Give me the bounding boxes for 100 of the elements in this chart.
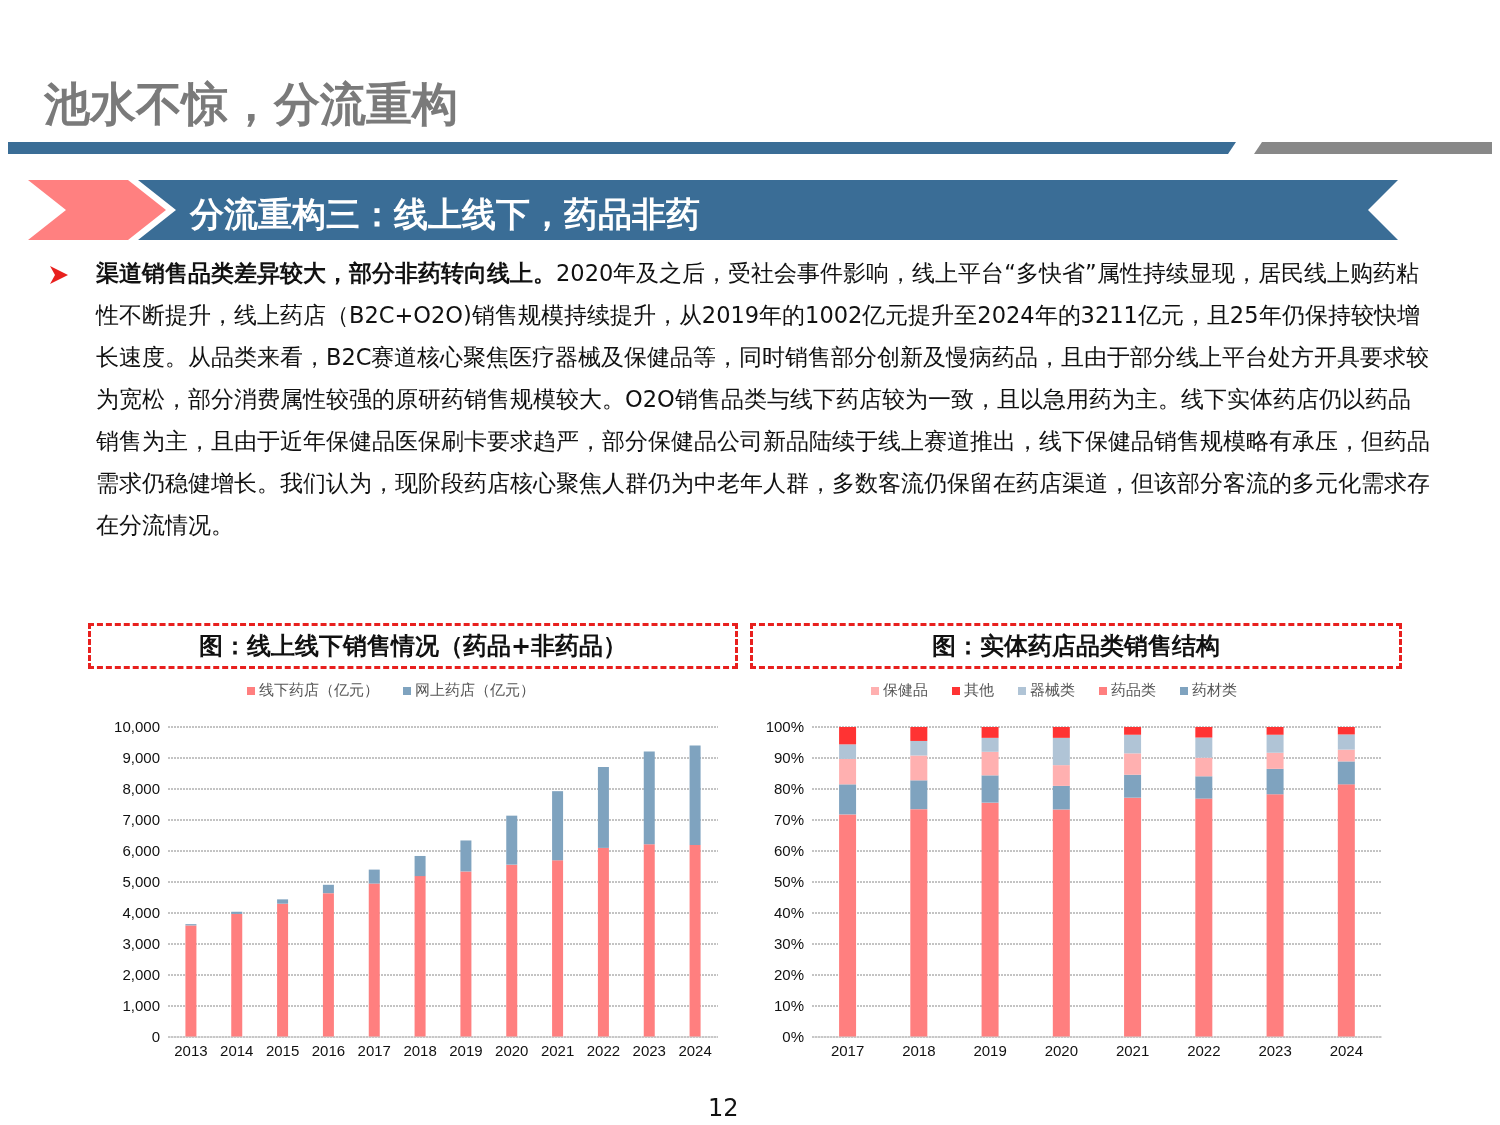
bar	[981, 751, 999, 776]
bar	[414, 855, 426, 877]
y-tick-label: 10,000	[114, 718, 160, 736]
bar	[460, 871, 472, 1037]
bar	[1266, 734, 1284, 753]
y-tick-label: 60%	[773, 842, 804, 860]
text: 12	[708, 1094, 739, 1119]
y-tick-label: 20%	[773, 966, 804, 984]
bar	[1124, 797, 1142, 1037]
legend-label: 药品类	[1111, 681, 1156, 699]
x-tick-label: 2024	[678, 1041, 712, 1059]
bar	[506, 815, 518, 865]
bar	[910, 780, 928, 810]
bar	[839, 784, 857, 815]
bar	[910, 740, 928, 756]
bar	[1052, 809, 1070, 1037]
x-tick-label: 2018	[403, 1041, 437, 1059]
x-tick-label: 2018	[902, 1041, 936, 1059]
chart-title: 图：线上线下销售情况（药品+非药品）	[88, 623, 738, 669]
bar	[643, 751, 655, 845]
y-tick-label: 1,000	[122, 997, 160, 1015]
bar	[1195, 776, 1213, 799]
bar	[1337, 734, 1355, 750]
bar	[1052, 785, 1070, 810]
bar	[689, 745, 701, 846]
bar	[1266, 727, 1284, 735]
bar	[1052, 737, 1070, 766]
bar	[1195, 737, 1213, 758]
bar	[1052, 727, 1070, 738]
legend-label: 器械类	[1030, 681, 1075, 699]
y-tick-label: 50%	[773, 873, 804, 891]
legend-label: 网上药店（亿元）	[415, 681, 535, 699]
bar	[414, 876, 426, 1037]
bar	[910, 755, 928, 781]
bar	[981, 737, 999, 752]
bar	[643, 844, 655, 1037]
bar	[1195, 798, 1213, 1037]
x-tick-label: 2019	[449, 1041, 483, 1059]
x-tick-label: 2024	[1329, 1041, 1364, 1059]
y-tick-label: 90%	[773, 749, 804, 767]
y-tick-label: 7,000	[122, 811, 160, 829]
x-tick-label: 2020	[1044, 1041, 1079, 1059]
bar	[322, 893, 334, 1037]
bar	[368, 883, 380, 1037]
bar	[185, 925, 197, 1037]
bar	[839, 814, 857, 1037]
bar	[277, 899, 289, 904]
text: 渠道销售品类差异较大，部分非药转向线上。	[96, 260, 556, 286]
bar	[1195, 727, 1213, 738]
bar	[277, 903, 289, 1037]
bar	[981, 802, 999, 1037]
bar	[552, 791, 564, 861]
x-tick-label: 2015	[265, 1041, 300, 1059]
bar	[1266, 794, 1284, 1037]
bar	[322, 884, 334, 894]
y-tick-label: 80%	[773, 780, 804, 798]
y-tick-label: 5,000	[122, 873, 160, 891]
bar	[552, 860, 564, 1037]
bar	[1124, 753, 1142, 775]
y-tick-label: 2,000	[122, 966, 160, 984]
x-tick-label: 2023	[1258, 1041, 1292, 1059]
bar	[1124, 734, 1142, 754]
bar	[981, 775, 999, 803]
x-tick-label: 2022	[586, 1041, 621, 1059]
legend-label: 药材类	[1192, 681, 1237, 699]
bar	[1337, 727, 1355, 735]
y-tick-label: 8,000	[122, 780, 160, 798]
bar	[1266, 752, 1284, 769]
x-tick-label: 2019	[973, 1041, 1007, 1059]
bar	[981, 727, 999, 738]
bar	[1195, 757, 1213, 777]
x-tick-label: 2016	[311, 1041, 346, 1059]
x-tick-label: 2014	[220, 1041, 254, 1059]
bar	[910, 809, 928, 1037]
x-tick-label: 2020	[495, 1041, 529, 1059]
y-tick-label: 3,000	[122, 935, 160, 953]
bar	[910, 727, 928, 741]
text: 池水不惊，分流重构	[44, 76, 458, 133]
legend-label: 其他	[964, 681, 994, 699]
legend-label: 保健品	[883, 681, 928, 699]
bar	[1266, 768, 1284, 795]
y-tick-label: 0%	[782, 1028, 804, 1046]
x-tick-label: 2022	[1187, 1041, 1221, 1059]
bar	[1337, 761, 1355, 785]
y-tick-label: 6,000	[122, 842, 160, 860]
bar	[1337, 749, 1355, 762]
bar	[689, 845, 701, 1037]
y-tick-label: 4,000	[122, 904, 160, 922]
y-tick-label: 9,000	[122, 749, 160, 767]
y-tick-label: 0	[151, 1028, 160, 1046]
bar	[231, 913, 243, 1037]
x-tick-label: 2017	[830, 1041, 865, 1059]
bar	[597, 766, 609, 848]
bar	[231, 911, 243, 914]
y-tick-label: 100%	[765, 718, 804, 736]
x-tick-label: 2017	[357, 1041, 391, 1059]
bar	[506, 864, 518, 1037]
x-tick-label: 2021	[540, 1041, 575, 1059]
y-tick-label: 10%	[773, 997, 804, 1015]
bar	[839, 727, 857, 745]
